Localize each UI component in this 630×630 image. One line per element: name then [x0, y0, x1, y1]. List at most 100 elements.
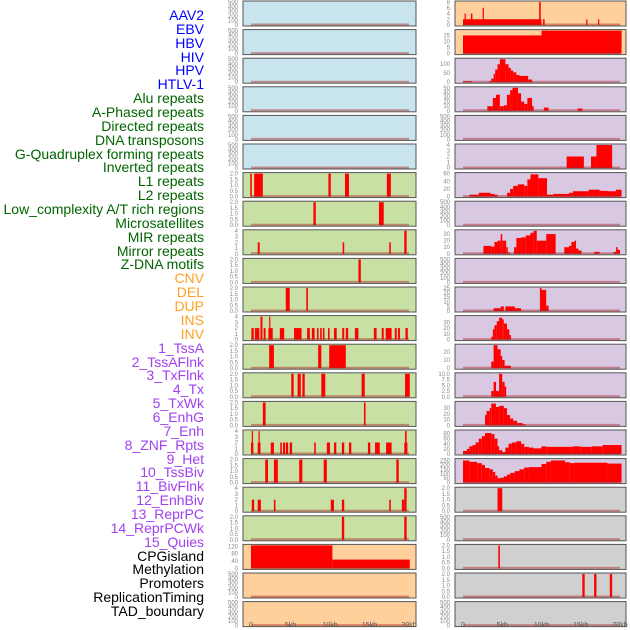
y-tick-label: 0.5 — [230, 217, 239, 223]
data-bar — [397, 328, 400, 340]
y-tick-label: 400 — [440, 519, 451, 525]
x-tick-label: 5kb — [285, 622, 296, 629]
x-tick-label: 15kb — [573, 622, 588, 629]
left-panel-background — [243, 401, 416, 427]
track-label: HTLV-1 — [157, 76, 204, 93]
track-label: 3_TxFlnk — [146, 367, 204, 384]
y-tick-label: 20 — [443, 100, 450, 106]
data-bar — [478, 192, 491, 197]
data-bar — [508, 443, 512, 454]
data-bar — [472, 445, 476, 454]
data-bar — [546, 461, 551, 483]
y-tick-label: 1.0 — [230, 269, 239, 275]
y-tick-label: 300 — [440, 209, 451, 215]
data-bar — [521, 101, 525, 111]
y-tick-label: 0 — [447, 195, 451, 201]
data-bar — [521, 443, 525, 454]
data-bar — [532, 106, 534, 111]
data-bar — [495, 69, 498, 83]
y-tick-label: 0 — [447, 52, 451, 58]
y-tick-label: 3 — [235, 492, 239, 498]
data-bar — [582, 574, 585, 597]
data-bar — [507, 252, 511, 254]
data-bar — [299, 459, 303, 483]
y-tick-label: 400 — [228, 90, 239, 96]
y-tick-label: 20 — [443, 447, 450, 453]
data-bar — [514, 247, 517, 254]
data-bar — [463, 35, 542, 54]
data-bar — [394, 328, 397, 340]
y-tick-label: 400 — [228, 5, 239, 11]
y-tick-label: 150 — [440, 467, 451, 473]
y-tick-label: 0.0 — [442, 395, 451, 401]
data-bar — [607, 463, 622, 483]
data-bar — [469, 461, 478, 483]
y-tick-label: 0.0 — [230, 423, 239, 429]
y-tick-label: 2.0 — [230, 343, 239, 349]
data-bar — [514, 471, 520, 483]
y-tick-label: 1.0 — [230, 212, 239, 218]
y-tick-label: 1.5 — [230, 521, 239, 527]
data-bar — [524, 446, 529, 454]
right-panel-background — [455, 115, 626, 141]
data-bar — [499, 317, 503, 340]
data-bar — [586, 19, 588, 25]
y-tick-label: 100 — [440, 472, 451, 478]
data-bar — [513, 72, 517, 83]
y-tick-label: 1 — [235, 332, 239, 338]
track-label: AAV2 — [169, 7, 204, 23]
data-bar — [505, 64, 509, 83]
data-bar — [519, 469, 525, 483]
data-bar — [316, 328, 319, 340]
y-tick-label: 10 — [443, 300, 450, 306]
left-panel-frame — [242, 29, 417, 56]
data-bar — [546, 194, 554, 197]
data-bar — [510, 90, 513, 111]
y-tick-label: 100 — [228, 18, 239, 24]
data-bar — [491, 391, 494, 397]
y-tick-label: 2.0 — [230, 515, 239, 521]
x-tick-label: 10kb — [322, 622, 337, 629]
y-tick-label: 2.0 — [230, 400, 239, 406]
left-panel-frame — [242, 229, 417, 256]
y-tick-label: 1.0 — [442, 584, 451, 590]
data-bar — [574, 240, 577, 254]
data-bar — [321, 373, 326, 397]
y-tick-label: 500 — [440, 200, 451, 206]
y-tick-label: 200 — [228, 614, 239, 620]
right-panel-frame — [454, 143, 627, 170]
y-tick-label: 60 — [443, 172, 450, 178]
data-bar — [525, 235, 531, 254]
y-tick-label: 1.0 — [230, 383, 239, 389]
data-bar — [502, 381, 505, 397]
data-bar — [463, 450, 467, 454]
y-tick-label: 5 — [447, 304, 451, 310]
y-tick-label: 1.5 — [442, 549, 451, 555]
track-label: 12_EnhBiv — [136, 492, 204, 509]
data-bar — [494, 438, 498, 454]
data-bar — [279, 328, 285, 340]
y-tick-label: 4 — [235, 429, 239, 435]
track-label: TAD_boundary — [110, 602, 204, 619]
data-bar — [389, 499, 391, 512]
y-tick-label: 300 — [228, 95, 239, 101]
data-bar — [348, 442, 352, 454]
y-tick-label: 0 — [447, 137, 451, 143]
data-bar — [282, 442, 285, 454]
y-tick-label: 100 — [440, 533, 451, 539]
data-bar — [260, 316, 263, 340]
data-bar — [506, 192, 511, 197]
data-bar — [314, 442, 316, 454]
y-tick-label: 8 — [447, 0, 451, 6]
y-tick-label: 2.0 — [442, 486, 451, 492]
y-tick-label: 500 — [228, 601, 239, 607]
y-tick-label: 15 — [443, 33, 450, 39]
y-tick-label: 0 — [235, 80, 239, 86]
data-bar — [251, 431, 253, 454]
data-bar — [598, 19, 600, 25]
data-bar — [342, 328, 345, 340]
y-tick-label: 100 — [228, 619, 239, 625]
y-tick-label: 2.0 — [230, 372, 239, 378]
y-tick-label: 0 — [235, 595, 239, 601]
data-bar — [373, 328, 377, 340]
